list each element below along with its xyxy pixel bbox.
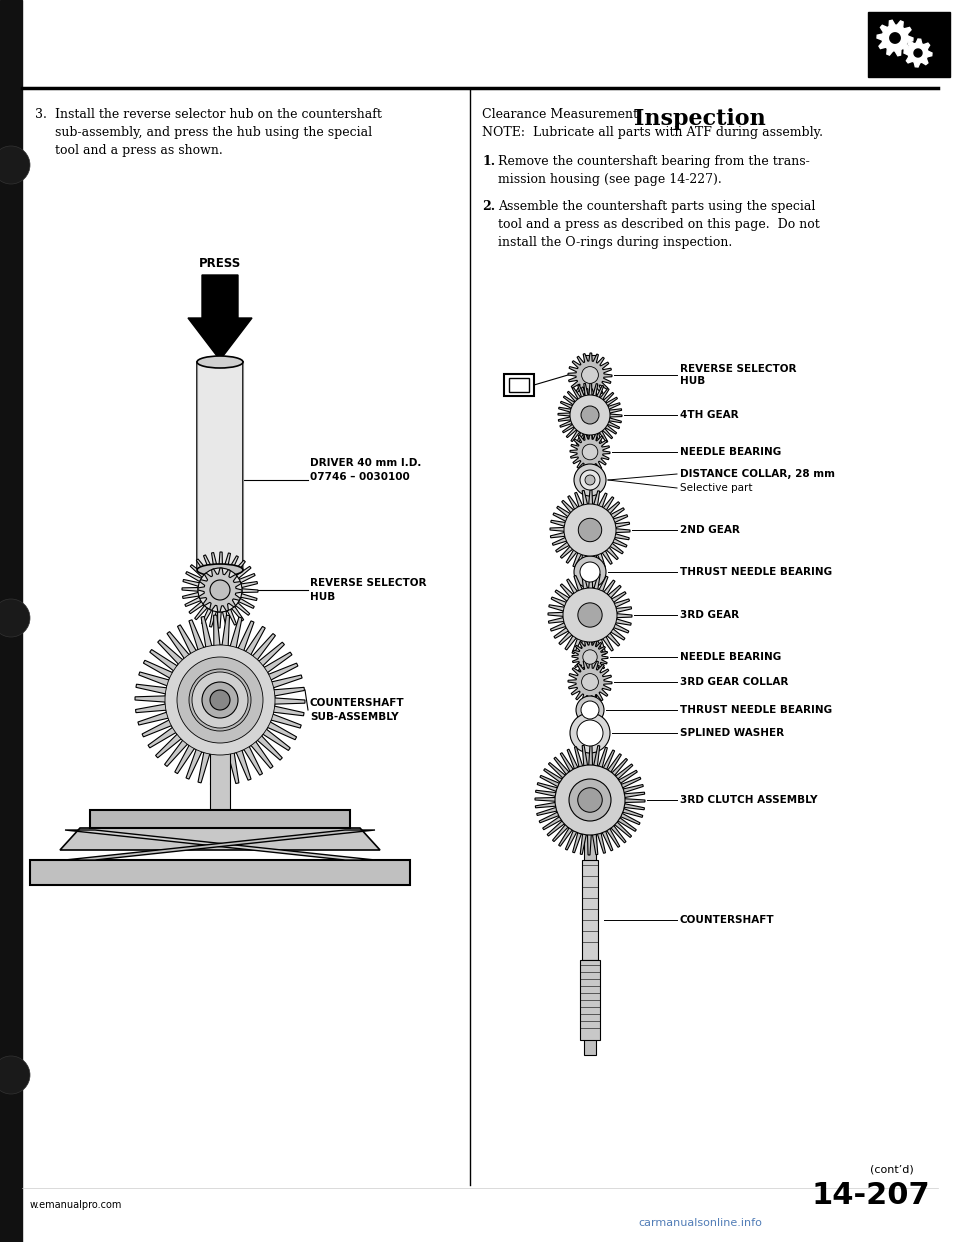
Circle shape — [0, 599, 30, 637]
Circle shape — [564, 504, 616, 556]
Polygon shape — [550, 491, 630, 570]
Ellipse shape — [197, 356, 243, 368]
Circle shape — [563, 587, 617, 642]
Bar — [582, 859, 598, 960]
Circle shape — [189, 669, 251, 732]
Text: COUNTERSHAFT
SUB-ASSEMBLY: COUNTERSHAFT SUB-ASSEMBLY — [310, 698, 404, 722]
Text: PRESS: PRESS — [199, 257, 241, 270]
Circle shape — [574, 556, 606, 587]
Circle shape — [581, 700, 599, 719]
Circle shape — [578, 518, 602, 542]
Circle shape — [577, 720, 603, 746]
Polygon shape — [558, 383, 622, 447]
Circle shape — [210, 691, 230, 710]
Polygon shape — [570, 432, 610, 472]
Bar — [504, 374, 534, 396]
Text: 4TH GEAR: 4TH GEAR — [680, 410, 738, 420]
Text: SPLINED WASHER: SPLINED WASHER — [680, 728, 784, 738]
Text: 2.: 2. — [482, 200, 495, 212]
Polygon shape — [198, 568, 242, 612]
Text: carmanualsonline.info: carmanualsonline.info — [638, 1218, 762, 1228]
Text: DRIVER 40 mm I.D.
07746 – 0030100: DRIVER 40 mm I.D. 07746 – 0030100 — [310, 458, 421, 482]
Polygon shape — [188, 274, 252, 360]
Text: Remove the countershaft bearing from the trans-
mission housing (see page 14-227: Remove the countershaft bearing from the… — [498, 155, 809, 186]
Circle shape — [0, 1056, 30, 1094]
Text: THRUST NEEDLE BEARING: THRUST NEEDLE BEARING — [680, 568, 832, 578]
Text: NEEDLE BEARING: NEEDLE BEARING — [680, 447, 781, 457]
Text: 2ND GEAR: 2ND GEAR — [680, 525, 740, 535]
Bar — [0, 0, 22, 1242]
Circle shape — [574, 465, 606, 496]
Text: 3RD GEAR COLLAR: 3RD GEAR COLLAR — [680, 677, 788, 687]
Circle shape — [198, 568, 242, 612]
Text: NEEDLE BEARING: NEEDLE BEARING — [680, 652, 781, 662]
Polygon shape — [535, 745, 645, 854]
Circle shape — [569, 779, 611, 821]
Circle shape — [580, 469, 600, 491]
Text: 3.: 3. — [35, 108, 47, 120]
Circle shape — [576, 696, 604, 724]
Bar — [584, 355, 596, 1054]
Polygon shape — [904, 39, 932, 67]
Circle shape — [585, 474, 595, 484]
Text: 1.: 1. — [482, 155, 495, 168]
Polygon shape — [65, 830, 375, 859]
Text: Selective part: Selective part — [680, 483, 753, 493]
Polygon shape — [890, 32, 900, 43]
Text: 14-207: 14-207 — [811, 1180, 930, 1210]
Bar — [210, 728, 230, 810]
Polygon shape — [548, 573, 632, 657]
Text: 3RD CLUTCH ASSEMBLY: 3RD CLUTCH ASSEMBLY — [680, 795, 818, 805]
Circle shape — [578, 787, 602, 812]
Polygon shape — [568, 660, 612, 704]
Circle shape — [578, 602, 602, 627]
Circle shape — [582, 673, 598, 691]
Polygon shape — [572, 638, 608, 674]
Circle shape — [582, 445, 598, 460]
Bar — [197, 361, 243, 570]
Text: Assemble the countershaft parts using the special
tool and a press as described : Assemble the countershaft parts using th… — [498, 200, 820, 248]
Circle shape — [0, 147, 30, 184]
Circle shape — [582, 366, 598, 384]
Circle shape — [570, 713, 610, 753]
Bar — [580, 960, 600, 1040]
Circle shape — [210, 580, 230, 600]
Text: Install the reverse selector hub on the countershaft
sub-assembly, and press the: Install the reverse selector hub on the … — [55, 108, 382, 156]
Circle shape — [580, 561, 600, 582]
Text: Inspection: Inspection — [635, 108, 766, 130]
Polygon shape — [65, 830, 375, 859]
Polygon shape — [60, 828, 380, 850]
Text: DISTANCE COLLAR, 28 mm: DISTANCE COLLAR, 28 mm — [680, 469, 835, 479]
Text: REVERSE SELECTOR
HUB: REVERSE SELECTOR HUB — [310, 579, 426, 601]
Text: Clearance Measurement: Clearance Measurement — [482, 108, 638, 120]
Circle shape — [192, 672, 248, 728]
Text: REVERSE SELECTOR
HUB: REVERSE SELECTOR HUB — [680, 364, 797, 386]
Circle shape — [165, 645, 275, 755]
Text: NOTE:  Lubricate all parts with ATF during assembly.: NOTE: Lubricate all parts with ATF durin… — [482, 125, 823, 139]
Circle shape — [202, 682, 238, 718]
Polygon shape — [182, 551, 258, 628]
Circle shape — [555, 765, 625, 835]
Polygon shape — [877, 20, 913, 56]
Text: THRUST NEEDLE BEARING: THRUST NEEDLE BEARING — [680, 705, 832, 715]
Text: (cont’d): (cont’d) — [870, 1165, 914, 1175]
Bar — [30, 859, 410, 886]
Bar — [509, 378, 529, 392]
Polygon shape — [914, 48, 922, 57]
Bar — [868, 12, 950, 77]
Bar — [90, 810, 350, 828]
Text: COUNTERSHAFT: COUNTERSHAFT — [680, 915, 775, 925]
Ellipse shape — [197, 564, 243, 576]
Circle shape — [177, 657, 263, 743]
Circle shape — [570, 395, 610, 435]
Text: 3RD GEAR: 3RD GEAR — [680, 610, 739, 620]
Circle shape — [583, 650, 597, 664]
Polygon shape — [568, 353, 612, 397]
Text: w.emanualpro.com: w.emanualpro.com — [30, 1200, 122, 1210]
Circle shape — [581, 406, 599, 424]
Polygon shape — [135, 615, 305, 785]
